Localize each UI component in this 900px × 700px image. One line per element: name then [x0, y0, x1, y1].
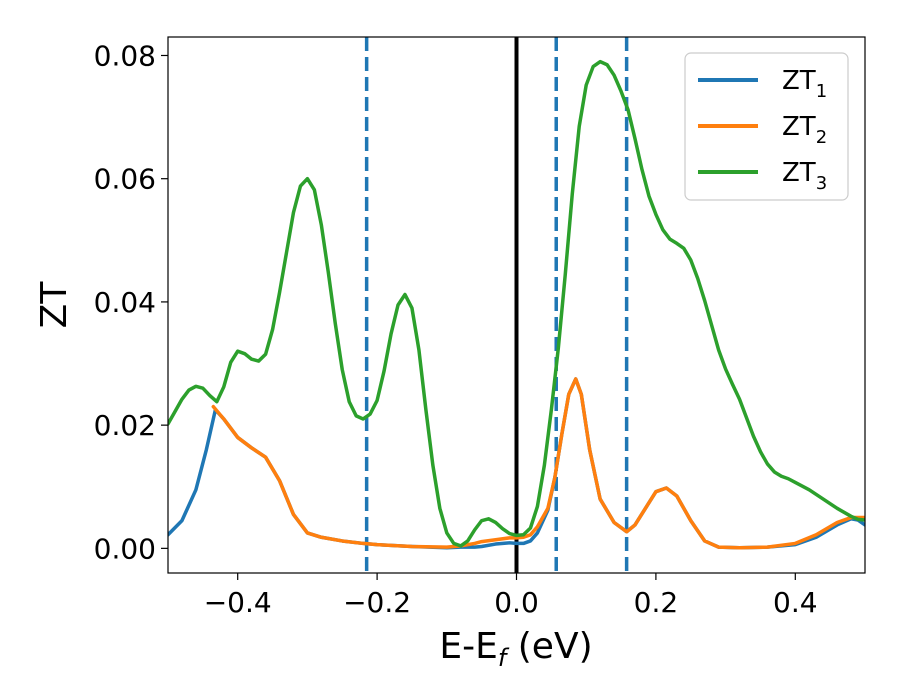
x-axis-label: E-Ef (eV) [439, 626, 592, 672]
legend-label-zt2: ZT2 [782, 112, 827, 148]
legend-label-zt1: ZT1 [782, 66, 827, 102]
legend-label-subscript: 3 [816, 173, 827, 194]
legend-label-main: ZT [782, 158, 816, 188]
legend-label-zt3: ZT3 [782, 158, 827, 194]
y-tick-label: 0.02 [94, 409, 156, 442]
series-lines [168, 59, 865, 550]
x-tick-label: 0.0 [494, 586, 539, 619]
x-axis-ticks: −0.4 −0.2 0.0 0.2 0.4 [204, 573, 818, 619]
legend-label-subscript: 2 [816, 127, 827, 148]
x-tick-label: 0.2 [634, 586, 679, 619]
legend-label-main: ZT [782, 66, 816, 96]
legend-label-subscript: 1 [816, 81, 827, 102]
y-tick-label: 0.04 [94, 286, 156, 319]
x-tick-label: −0.4 [204, 586, 272, 619]
x-axis-label-unit: (eV) [506, 626, 592, 667]
x-axis-label-main: E-E [439, 626, 497, 667]
series-line-zt2 [211, 377, 865, 550]
y-tick-label: 0.06 [94, 163, 156, 196]
vertical-reference-lines [364, 37, 629, 573]
y-tick-label: 0.08 [94, 39, 156, 72]
y-tick-label: 0.00 [94, 532, 156, 565]
x-tick-label: −0.2 [343, 586, 411, 619]
legend-label-main: ZT [782, 112, 816, 142]
y-axis-ticks: 0.00 0.02 0.04 0.06 0.08 [94, 39, 168, 565]
y-axis-label: ZT [34, 281, 75, 329]
legend-box [684, 52, 849, 201]
x-tick-label: 0.4 [773, 586, 818, 619]
series-line-zt3 [168, 59, 865, 548]
